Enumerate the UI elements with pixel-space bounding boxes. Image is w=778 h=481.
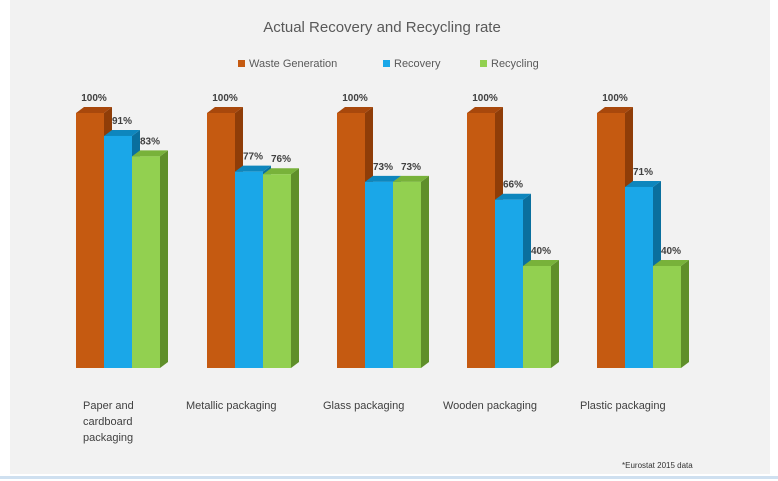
source-note: *Eurostat 2015 data bbox=[622, 461, 693, 470]
bar-top bbox=[207, 107, 243, 113]
bar-top bbox=[235, 165, 271, 172]
bar-chart: Actual Recovery and Recycling rate Waste… bbox=[76, 19, 693, 470]
legend-swatch bbox=[238, 60, 245, 67]
bar bbox=[523, 266, 551, 368]
bar-top bbox=[653, 260, 689, 266]
bar bbox=[625, 186, 653, 368]
bar-side bbox=[291, 168, 299, 368]
legend-swatch bbox=[383, 60, 390, 67]
data-label: 100% bbox=[342, 93, 368, 104]
legend-label: Recycling bbox=[491, 58, 539, 70]
bar-top bbox=[495, 193, 531, 200]
bottom-divider bbox=[0, 476, 778, 479]
bar-side bbox=[681, 260, 689, 368]
bar-top bbox=[365, 175, 401, 182]
category-label: Metallic packaging bbox=[186, 400, 277, 412]
bar-top bbox=[132, 150, 168, 157]
bar bbox=[597, 113, 625, 368]
data-label: 100% bbox=[602, 93, 628, 104]
bar bbox=[467, 113, 495, 368]
bar-side bbox=[551, 260, 559, 368]
data-label: 66% bbox=[503, 180, 523, 191]
legend-label: Recovery bbox=[394, 58, 441, 70]
bar-top bbox=[467, 107, 503, 113]
legend-swatch bbox=[480, 60, 487, 67]
category-label: Wooden packaging bbox=[443, 400, 537, 412]
bar-top bbox=[76, 107, 112, 113]
bar-side bbox=[160, 150, 168, 368]
bar-top bbox=[625, 180, 661, 187]
data-label: 40% bbox=[661, 246, 681, 257]
bar bbox=[495, 199, 523, 368]
bar bbox=[263, 174, 291, 368]
data-label: 91% bbox=[112, 116, 132, 127]
bar-top bbox=[597, 107, 633, 113]
data-label: 73% bbox=[373, 162, 393, 173]
bar bbox=[653, 266, 681, 368]
category-label: Paper and bbox=[83, 400, 134, 412]
bar-top bbox=[523, 260, 559, 266]
data-label: 100% bbox=[472, 93, 498, 104]
bar bbox=[337, 113, 365, 368]
category-label: Glass packaging bbox=[323, 400, 404, 412]
bar bbox=[104, 135, 132, 368]
bar bbox=[235, 171, 263, 368]
bar bbox=[393, 181, 421, 368]
category-label: packaging bbox=[83, 432, 133, 444]
data-label: 76% bbox=[271, 154, 291, 165]
data-label: 40% bbox=[531, 246, 551, 257]
bar bbox=[132, 156, 160, 368]
bar bbox=[76, 113, 104, 368]
data-label: 71% bbox=[633, 167, 653, 178]
category-label: Plastic packaging bbox=[580, 400, 666, 412]
data-label: 73% bbox=[401, 162, 421, 173]
bar-groups: 100% 91% 83% 100% 77% 76% 100% 73% 73% 100% 66% 40%… bbox=[76, 93, 689, 368]
chart-legend: Waste Generation Recovery Recycling bbox=[238, 58, 539, 70]
data-label: 83% bbox=[140, 136, 160, 147]
bar-top bbox=[104, 129, 140, 136]
bar-top bbox=[393, 175, 429, 182]
data-label: 77% bbox=[243, 152, 263, 163]
bar-side bbox=[421, 175, 429, 368]
data-label: 100% bbox=[81, 93, 107, 104]
chart-panel: Actual Recovery and Recycling rate Waste… bbox=[10, 0, 770, 474]
x-axis-labels: Paper and cardboard packaging Metallic pack… bbox=[83, 400, 666, 444]
bar-top bbox=[337, 107, 373, 113]
bar-top bbox=[263, 168, 299, 175]
category-label: cardboard bbox=[83, 416, 133, 428]
legend-label: Waste Generation bbox=[249, 58, 337, 70]
data-label: 100% bbox=[212, 93, 238, 104]
bar bbox=[207, 113, 235, 368]
chart-title: Actual Recovery and Recycling rate bbox=[263, 19, 501, 36]
bar bbox=[365, 181, 393, 368]
